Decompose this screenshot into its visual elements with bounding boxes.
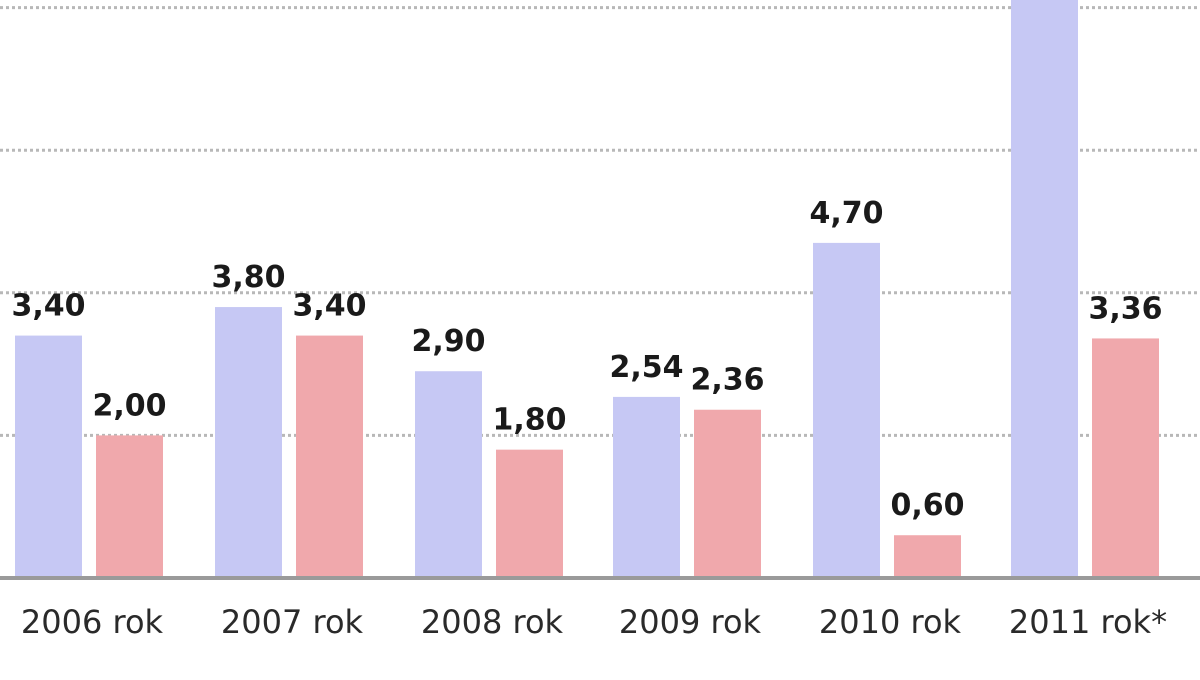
value-label-1-1: 3,40 bbox=[292, 289, 366, 324]
category-label-0: 2006 rok bbox=[21, 603, 164, 641]
bar-5-1 bbox=[1092, 338, 1159, 578]
bar-1-0 bbox=[215, 307, 282, 578]
value-label-4-1: 0,60 bbox=[890, 488, 964, 523]
value-label-2-0: 2,90 bbox=[411, 324, 485, 359]
bar-4-1 bbox=[894, 535, 961, 578]
bar-3-1 bbox=[694, 409, 761, 578]
bar-0-1 bbox=[96, 435, 163, 578]
bar-1-1 bbox=[296, 335, 363, 578]
value-label-3-1: 2,36 bbox=[690, 363, 764, 398]
category-label-5: 2011 rok* bbox=[1009, 603, 1167, 641]
category-label-3: 2009 rok bbox=[619, 603, 762, 641]
value-label-5-1: 3,36 bbox=[1088, 291, 1162, 326]
bar-4-0 bbox=[813, 242, 880, 578]
gridlines bbox=[0, 6, 1200, 437]
value-label-0-1: 2,00 bbox=[92, 388, 166, 423]
category-label-1: 2007 rok bbox=[221, 603, 364, 641]
bar-5-0 bbox=[1011, 0, 1078, 578]
category-label-2: 2008 rok bbox=[421, 603, 564, 641]
bar-3-0 bbox=[613, 396, 680, 578]
value-label-3-0: 2,54 bbox=[609, 350, 683, 385]
bars bbox=[15, 0, 1159, 578]
value-label-4-0: 4,70 bbox=[809, 196, 883, 231]
value-label-1-0: 3,80 bbox=[211, 260, 285, 295]
category-label-4: 2010 rok bbox=[819, 603, 962, 641]
bar-2-1 bbox=[496, 449, 563, 578]
bar-2-0 bbox=[415, 371, 482, 578]
category-labels: 2006 rok 2007 rok 2008 rok 2009 rok 2010 rok… bbox=[21, 603, 1167, 641]
value-labels: 3,402,003,803,402,901,802,54 2,364,700,60… bbox=[11, 196, 1162, 523]
value-label-2-1: 1,80 bbox=[492, 403, 566, 438]
value-label-0-0: 3,40 bbox=[11, 289, 85, 324]
bar-0-0 bbox=[15, 335, 82, 578]
